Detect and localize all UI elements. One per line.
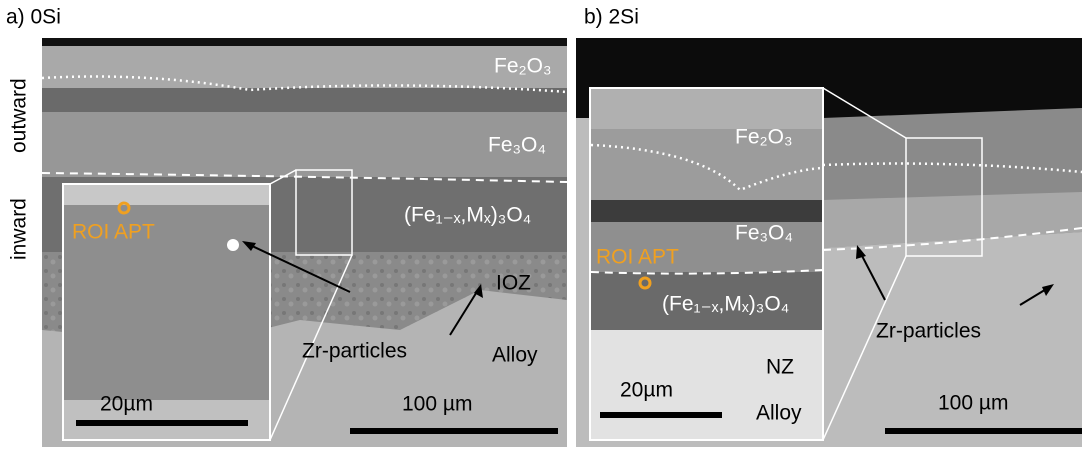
scale-label: 20µm bbox=[100, 393, 153, 416]
side-label: outward bbox=[8, 78, 31, 153]
layer-label: IOZ bbox=[496, 272, 531, 295]
layer-label: Fe₂O₃ bbox=[494, 55, 552, 78]
layer-label: Fe₂O₃ bbox=[735, 126, 793, 149]
annotation: Zr-particles bbox=[876, 320, 981, 343]
layer-label: (Fe₁₋ₓ,Mₓ)₃O₄ bbox=[662, 293, 789, 316]
annotation: Zr-particles bbox=[302, 340, 407, 363]
layer-label: Alloy bbox=[492, 344, 538, 367]
side-label: inward bbox=[8, 198, 31, 260]
roi-label: ROI APT bbox=[72, 221, 155, 244]
figure: a) 0Si b) 2Si inward outward Fe₂O₃ Fe₃O₄… bbox=[0, 0, 1082, 447]
scale-label: 100 µm bbox=[402, 393, 472, 416]
panel-label: a) 0Si bbox=[6, 6, 61, 29]
layer-label: Alloy bbox=[756, 402, 802, 425]
scale-label: 100 µm bbox=[938, 392, 1008, 415]
scale-label: 20µm bbox=[620, 379, 673, 402]
layer-label: (Fe₁₋ₓ,Mₓ)₃O₄ bbox=[404, 204, 531, 227]
panel-label: b) 2Si bbox=[584, 6, 639, 29]
layer-label: Fe₃O₄ bbox=[488, 134, 546, 157]
layer-label: NZ bbox=[766, 356, 794, 379]
roi-label: ROI APT bbox=[596, 246, 679, 269]
layer-label: Fe₃O₄ bbox=[735, 222, 793, 245]
